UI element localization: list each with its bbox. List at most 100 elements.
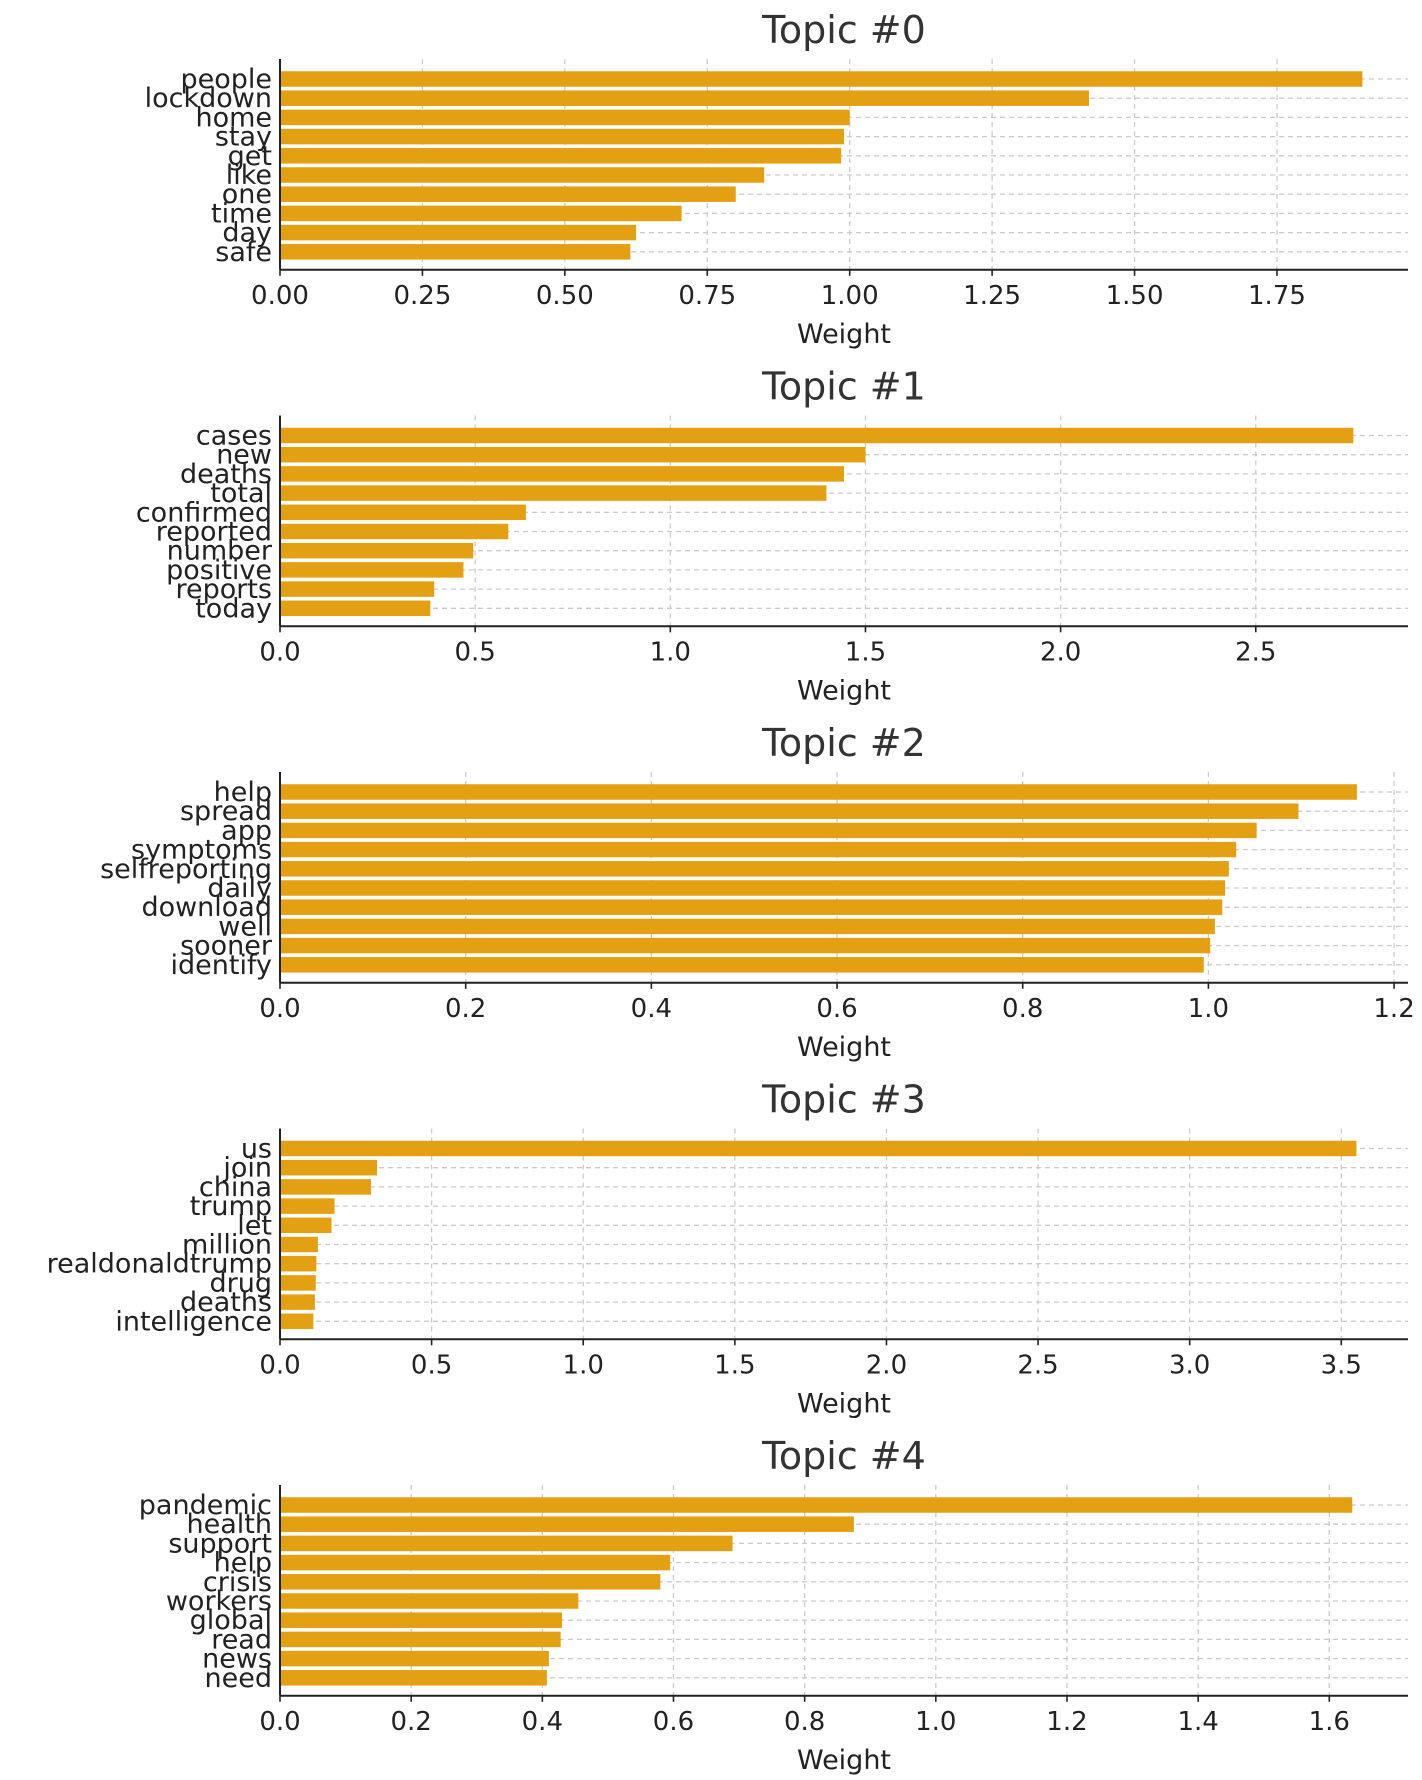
category-label: download bbox=[141, 892, 272, 923]
bar-reports bbox=[280, 581, 435, 597]
category-label: realdonaldtrump bbox=[47, 1249, 272, 1280]
category-label: time bbox=[211, 198, 272, 229]
x-tick-label: 0.0 bbox=[259, 637, 300, 667]
chart-title: Topic #2 bbox=[761, 721, 926, 765]
x-tick-label: 2.0 bbox=[866, 1350, 907, 1380]
category-label: drug bbox=[210, 1268, 273, 1299]
x-tick-label: 1.2 bbox=[1373, 994, 1414, 1024]
category-label: sooner bbox=[180, 931, 273, 962]
x-tick-label: 0.5 bbox=[454, 637, 495, 667]
category-label: join bbox=[222, 1153, 272, 1184]
bar-number bbox=[280, 542, 474, 559]
bar-drug bbox=[280, 1275, 316, 1291]
category-label: confirmed bbox=[136, 497, 272, 528]
topic-panel-4: Topic #4 pandemichealthsupporthelpcrisisw… bbox=[139, 1434, 1408, 1776]
category-label: one bbox=[222, 179, 272, 210]
bar-spread bbox=[280, 803, 1299, 819]
category-label: symptoms bbox=[131, 835, 272, 866]
category-label: deaths bbox=[180, 459, 272, 490]
bar-time bbox=[280, 205, 682, 222]
bar-app bbox=[280, 822, 1257, 839]
category-label: deaths bbox=[180, 1287, 272, 1318]
chart-title: Topic #0 bbox=[761, 8, 926, 52]
category-label: daily bbox=[207, 873, 272, 904]
x-tick-label: 0.8 bbox=[784, 1707, 825, 1737]
category-label: identify bbox=[171, 950, 272, 981]
category-label: global bbox=[190, 1605, 272, 1636]
bar-china bbox=[280, 1179, 371, 1195]
bar-us bbox=[280, 1140, 1357, 1157]
x-tick-label: 3.5 bbox=[1321, 1350, 1362, 1380]
x-tick-label: 2.0 bbox=[1040, 637, 1081, 667]
category-label: selfreporting bbox=[100, 854, 272, 885]
topic-panel-0: Topic #0 peoplelockdownhomestaygetlikeone… bbox=[145, 8, 1408, 350]
x-tick-label: 1.00 bbox=[821, 281, 879, 311]
x-tick-label: 1.2 bbox=[1046, 1707, 1087, 1737]
category-label: reports bbox=[175, 574, 272, 605]
bar-people bbox=[280, 71, 1363, 87]
x-tick-label: 0.6 bbox=[653, 1707, 694, 1737]
category-label: positive bbox=[166, 555, 272, 586]
category-label: spread bbox=[180, 796, 272, 827]
bar-pandemic bbox=[280, 1497, 1353, 1513]
x-tick-label: 1.0 bbox=[650, 637, 691, 667]
bar-safe bbox=[280, 244, 631, 260]
category-label: like bbox=[226, 160, 272, 191]
bar-today bbox=[280, 600, 431, 617]
category-label: workers bbox=[166, 1586, 272, 1617]
x-tick-label: 0.75 bbox=[678, 281, 736, 311]
bar-like bbox=[280, 167, 765, 183]
category-label: new bbox=[216, 440, 272, 471]
bar-home bbox=[280, 109, 850, 126]
x-tick-label: 1.50 bbox=[1106, 281, 1164, 311]
bar-download bbox=[280, 899, 1223, 915]
bar-need bbox=[280, 1670, 547, 1686]
category-label: total bbox=[210, 478, 272, 509]
bar-symptoms bbox=[280, 841, 1237, 858]
bar-new bbox=[280, 446, 866, 463]
bar-news bbox=[280, 1650, 549, 1667]
category-label: support bbox=[168, 1528, 272, 1559]
x-tick-label: 0.6 bbox=[816, 994, 857, 1024]
category-label: help bbox=[214, 1548, 272, 1579]
category-label: china bbox=[199, 1172, 272, 1203]
bar-get bbox=[280, 148, 842, 164]
bar-lockdown bbox=[280, 90, 1089, 106]
category-label: crisis bbox=[203, 1567, 272, 1598]
x-tick-label: 1.0 bbox=[1188, 994, 1229, 1024]
x-tick-label: 0.4 bbox=[631, 994, 672, 1024]
bar-sooner bbox=[280, 937, 1211, 954]
x-tick-label: 1.5 bbox=[845, 637, 886, 667]
x-tick-label: 0.25 bbox=[393, 281, 451, 311]
x-tick-label: 1.0 bbox=[563, 1350, 604, 1380]
bar-intelligence bbox=[280, 1313, 314, 1330]
category-label: read bbox=[211, 1624, 272, 1655]
bar-help bbox=[280, 784, 1357, 800]
category-label: well bbox=[218, 911, 272, 942]
bar-daily bbox=[280, 880, 1226, 896]
category-label: home bbox=[195, 102, 272, 133]
x-tick-label: 1.4 bbox=[1177, 1707, 1218, 1737]
bar-crisis bbox=[280, 1574, 661, 1590]
x-tick-label: 0.4 bbox=[522, 1707, 563, 1737]
bar-trump bbox=[280, 1198, 335, 1214]
x-tick-label: 0.00 bbox=[251, 281, 309, 311]
x-tick-label: 2.5 bbox=[1235, 637, 1276, 667]
category-label: million bbox=[182, 1230, 272, 1261]
x-axis-label: Weight bbox=[797, 319, 891, 350]
bar-million bbox=[280, 1236, 318, 1253]
bar-stay bbox=[280, 128, 844, 145]
category-label: us bbox=[241, 1134, 272, 1165]
category-label: get bbox=[228, 141, 272, 172]
category-label: intelligence bbox=[115, 1306, 272, 1337]
category-label: let bbox=[237, 1210, 272, 1241]
x-tick-label: 0.50 bbox=[536, 281, 594, 311]
bar-let bbox=[280, 1217, 332, 1234]
bar-deaths bbox=[280, 466, 844, 482]
category-label: help bbox=[214, 777, 272, 808]
category-label: day bbox=[222, 218, 272, 249]
x-tick-label: 0.0 bbox=[259, 1707, 300, 1737]
x-tick-label: 2.5 bbox=[1017, 1350, 1058, 1380]
x-tick-label: 1.25 bbox=[963, 281, 1021, 311]
